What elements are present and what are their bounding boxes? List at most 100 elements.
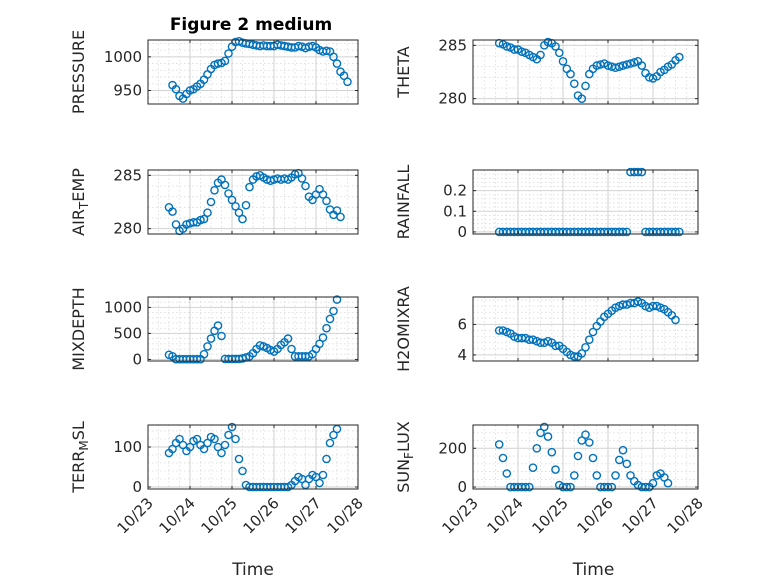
data-point <box>581 342 590 352</box>
data-point <box>581 81 590 91</box>
data-point <box>509 45 519 54</box>
figure-title: Figure 2 medium <box>170 15 332 35</box>
tick-marks <box>147 170 359 234</box>
data-point <box>220 56 230 66</box>
subplot-h2omixra: 4 6 H2OMIXRA <box>394 286 699 372</box>
data-point <box>592 471 602 480</box>
y-tick-label: 950 <box>113 82 142 100</box>
data-point <box>663 478 673 488</box>
y-tick-label: 0 <box>457 478 467 496</box>
x-tick-label: 10/25 <box>198 494 241 537</box>
data-point <box>573 451 583 461</box>
data-point <box>611 471 620 480</box>
data-point <box>210 434 219 444</box>
axes-box <box>472 296 699 362</box>
tick-marks <box>472 170 699 234</box>
data-point <box>227 422 237 432</box>
data-point <box>231 434 240 444</box>
y-tick-label: 0 <box>457 223 467 241</box>
data-point <box>585 335 594 345</box>
data-point <box>220 440 230 450</box>
data-point <box>234 454 244 464</box>
data-point <box>297 174 307 183</box>
data-point <box>543 432 553 441</box>
tick-marks <box>472 40 699 104</box>
y-tick-label: 285 <box>113 166 142 184</box>
data-point <box>603 61 613 70</box>
x-tick-label: 10/28 <box>324 494 367 537</box>
data-point <box>570 471 579 480</box>
data-point <box>656 303 665 313</box>
data-point <box>558 57 568 66</box>
data-point <box>626 59 635 68</box>
data-point <box>196 215 205 225</box>
data-point <box>325 438 335 448</box>
subplot-air_temp: 280 285 AIRTEMP <box>69 166 359 238</box>
series-markers <box>164 295 342 364</box>
y-axis-label: MIXDEPTH <box>69 287 88 370</box>
y-tick-label: 0 <box>132 350 142 368</box>
data-point <box>332 295 342 304</box>
data-point <box>171 84 181 94</box>
y-tick-label: 4 <box>457 346 467 364</box>
subplot-sun_flux: 0 200 SUNFLUX 10/23 10/24 10/25 10/26 10/27 10/2… <box>394 421 707 580</box>
data-point <box>585 438 594 447</box>
axes-box <box>147 169 359 235</box>
data-point <box>618 227 628 237</box>
y-axis-label: RAINFALL <box>394 165 413 240</box>
data-point <box>245 182 254 192</box>
tick-marks <box>472 297 699 361</box>
data-point <box>551 42 560 51</box>
x-tick-label: 10/23 <box>439 494 482 537</box>
data-point <box>217 331 226 341</box>
data-point <box>494 440 504 449</box>
data-point <box>322 196 331 206</box>
data-point <box>671 227 680 237</box>
data-point <box>592 61 602 70</box>
data-point <box>630 58 639 67</box>
data-point <box>536 428 545 438</box>
data-point <box>332 59 342 68</box>
y-axis-label: THETA <box>394 46 413 98</box>
axes-box <box>472 39 699 105</box>
y-axis-label: SUNFLUX <box>394 421 416 493</box>
data-point <box>540 422 549 432</box>
y-tick-label: 100 <box>113 438 142 456</box>
data-point <box>241 200 251 210</box>
data-point <box>611 63 620 72</box>
data-point <box>203 342 212 351</box>
data-point <box>315 478 324 488</box>
data-point <box>577 94 587 103</box>
data-point <box>570 352 579 361</box>
data-point <box>318 333 328 342</box>
x-axis-label: Time <box>231 560 274 580</box>
series-markers <box>164 168 345 236</box>
y-axis-label: AIRTEMP <box>69 168 91 236</box>
subplot-mixdepth: 0 500 1000 MIXDEPTH <box>69 287 359 371</box>
data-point <box>536 50 545 60</box>
data-point <box>547 447 557 457</box>
data-point <box>521 482 530 492</box>
data-point <box>577 436 587 445</box>
data-point <box>224 430 233 440</box>
y-tick-label: 1000 <box>104 298 142 316</box>
axes-box <box>147 424 359 490</box>
data-point <box>675 52 684 62</box>
axes-box <box>472 424 699 490</box>
data-point <box>570 79 579 88</box>
data-point <box>551 341 560 351</box>
data-point <box>566 482 575 492</box>
y-tick-label: 0.2 <box>443 182 467 200</box>
data-point <box>622 459 632 469</box>
data-point <box>199 349 209 359</box>
data-point <box>231 201 240 211</box>
data-point <box>525 482 534 492</box>
minor-grid <box>473 297 698 362</box>
data-point <box>498 326 508 335</box>
y-tick-label: 0.1 <box>443 202 467 220</box>
x-tick-label: 10/27 <box>282 494 325 537</box>
data-point <box>318 190 328 199</box>
data-point <box>322 454 331 464</box>
data-point <box>615 455 624 465</box>
data-point <box>325 314 335 324</box>
